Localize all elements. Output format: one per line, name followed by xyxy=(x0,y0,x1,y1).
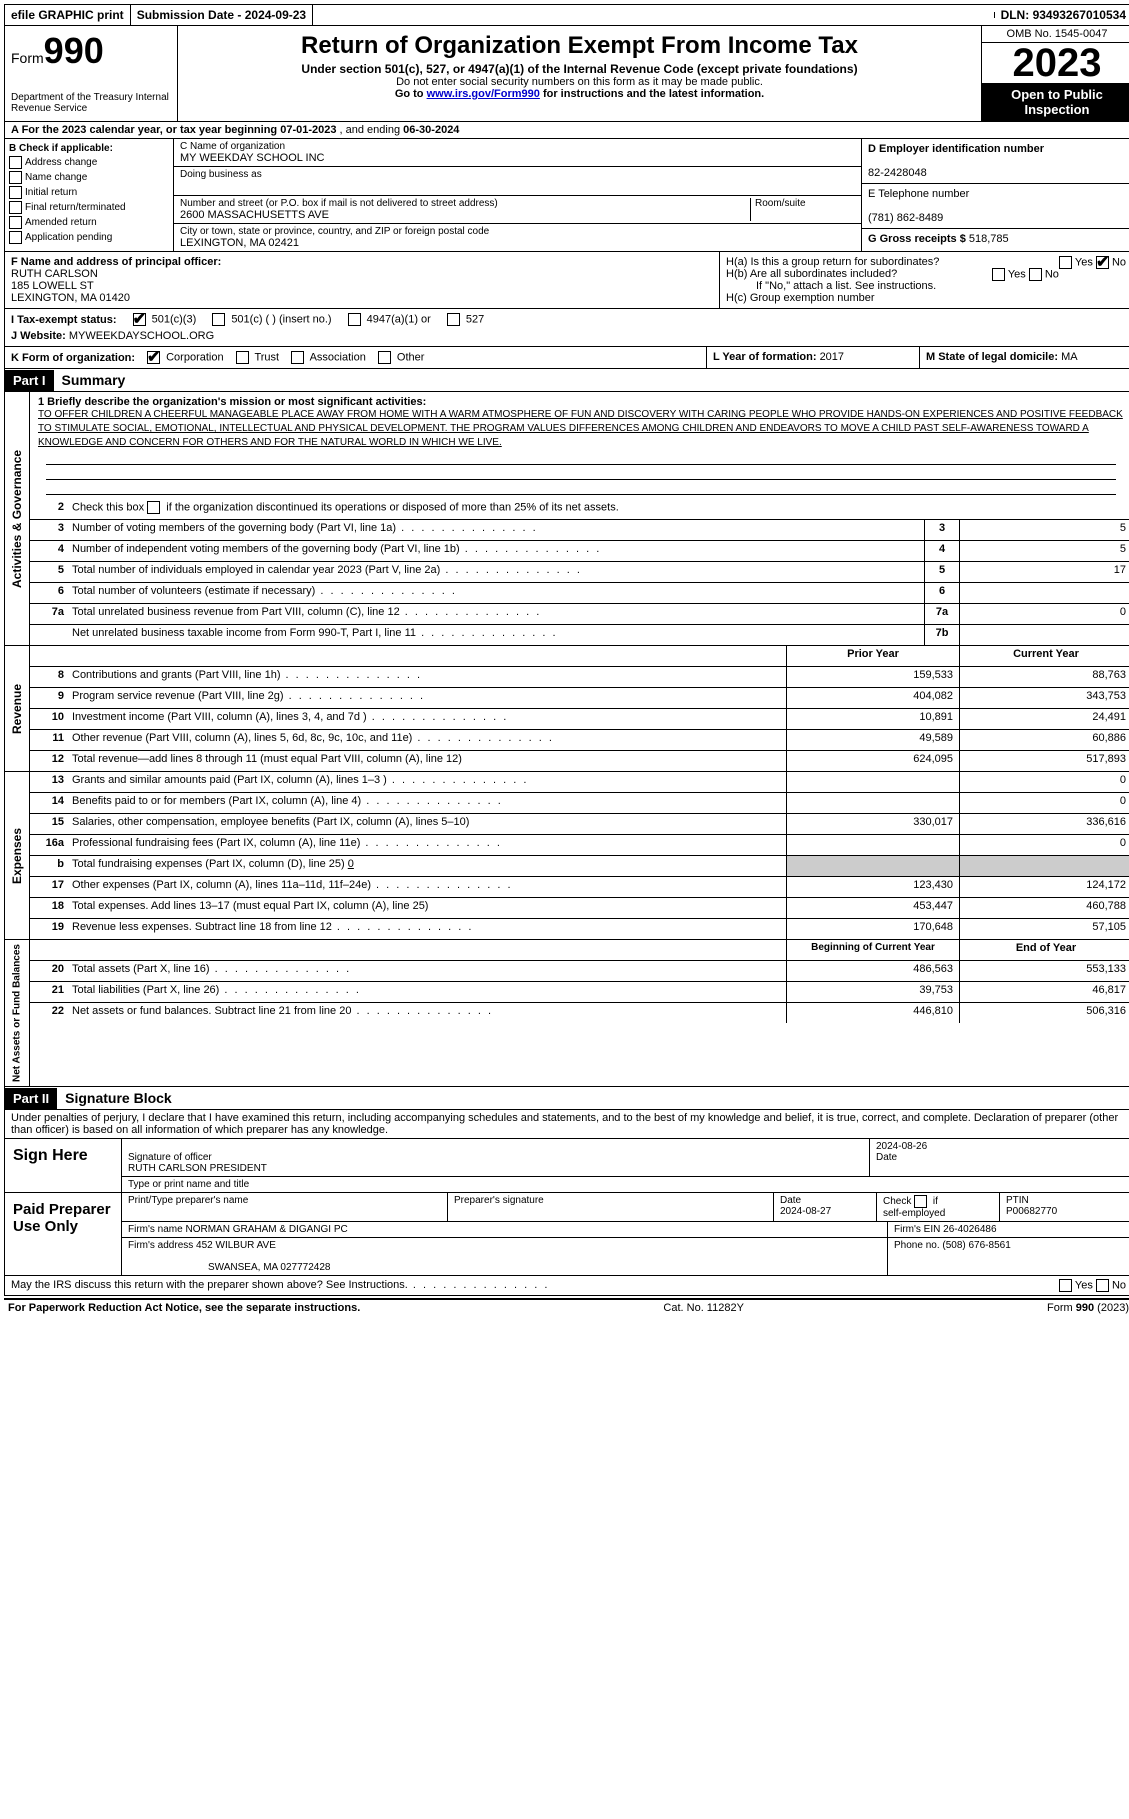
col-f: F Name and address of principal officer:… xyxy=(5,252,720,308)
col-h: H(a) Is this a group return for subordin… xyxy=(720,252,1129,308)
row-klm: K Form of organization: Corporation Trus… xyxy=(4,347,1129,369)
top-bar: efile GRAPHIC print Submission Date - 20… xyxy=(4,4,1129,26)
section-bc: B Check if applicable: Address change Na… xyxy=(4,139,1129,252)
row-fh: F Name and address of principal officer:… xyxy=(4,252,1129,309)
spacer xyxy=(313,12,994,18)
check-address[interactable] xyxy=(9,156,22,169)
signature-block: Sign Here Signature of officerRUTH CARLS… xyxy=(4,1139,1129,1276)
dln: DLN: 93493267010534 xyxy=(995,5,1129,25)
header-right: OMB No. 1545-0047 2023 Open to Public In… xyxy=(981,26,1129,121)
form-id: Form990 Department of the Treasury Inter… xyxy=(5,26,178,121)
col-b: B Check if applicable: Address change Na… xyxy=(5,139,174,251)
form-title: Return of Organization Exempt From Incom… xyxy=(182,32,977,60)
form-header: Form990 Department of the Treasury Inter… xyxy=(4,26,1129,122)
col-c: C Name of organizationMY WEEKDAY SCHOOL … xyxy=(174,139,1129,251)
irs-link[interactable]: www.irs.gov/Form990 xyxy=(427,88,540,100)
check-name[interactable] xyxy=(9,171,22,184)
check-amended[interactable] xyxy=(9,216,22,229)
net-assets-section: Net Assets or Fund Balances Beginning of… xyxy=(4,940,1129,1087)
submission-date: Submission Date - 2024-09-23 xyxy=(131,5,313,25)
expenses-section: Expenses 13Grants and similar amounts pa… xyxy=(4,772,1129,940)
row-a: A For the 2023 calendar year, or tax yea… xyxy=(4,122,1129,139)
efile-label: efile GRAPHIC print xyxy=(5,5,131,25)
row-i-j: I Tax-exempt status: 501(c)(3) 501(c) ( … xyxy=(4,309,1129,347)
part2-header: Part II Signature Block xyxy=(4,1087,1129,1110)
discuss-row: May the IRS discuss this return with the… xyxy=(4,1276,1129,1296)
activities-governance: Activities & Governance 1 Briefly descri… xyxy=(4,392,1129,646)
footer: For Paperwork Reduction Act Notice, see … xyxy=(4,1298,1129,1316)
perjury-statement: Under penalties of perjury, I declare th… xyxy=(4,1110,1129,1139)
revenue-section: Revenue Prior YearCurrent Year 8Contribu… xyxy=(4,646,1129,772)
check-final[interactable] xyxy=(9,201,22,214)
check-pending[interactable] xyxy=(9,231,22,244)
part1-header: Part I Summary xyxy=(4,369,1129,392)
check-initial[interactable] xyxy=(9,186,22,199)
form-title-block: Return of Organization Exempt From Incom… xyxy=(178,26,981,121)
col-d: D Employer identification number82-24280… xyxy=(862,139,1129,251)
